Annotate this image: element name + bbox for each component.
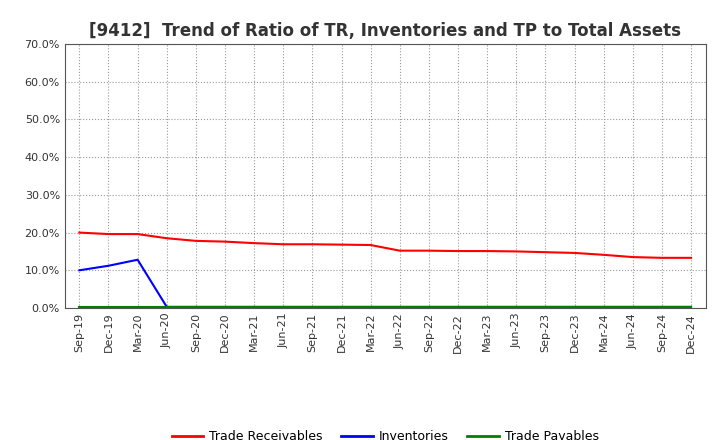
Trade Payables [308,304,317,310]
Trade Payables [541,304,550,310]
Trade Payables [220,304,229,310]
Trade Receivables [512,249,521,254]
Trade Payables [395,304,404,310]
Inventories [337,304,346,309]
Title: [9412]  Trend of Ratio of TR, Inventories and TP to Total Assets: [9412] Trend of Ratio of TR, Inventories… [89,22,681,40]
Trade Payables [629,304,637,310]
Trade Receivables [687,255,696,260]
Inventories [629,304,637,309]
Inventories [133,257,142,262]
Trade Payables [337,304,346,310]
Inventories [395,304,404,309]
Trade Receivables [192,238,200,243]
Trade Payables [570,304,579,310]
Line: Inventories: Inventories [79,260,691,307]
Trade Receivables [366,242,375,248]
Inventories [483,304,492,309]
Inventories [541,304,550,309]
Trade Receivables [308,242,317,247]
Trade Payables [192,304,200,310]
Trade Payables [483,304,492,310]
Trade Receivables [395,248,404,253]
Inventories [570,304,579,309]
Inventories [366,304,375,309]
Inventories [454,304,462,309]
Trade Receivables [163,235,171,241]
Inventories [599,304,608,309]
Trade Payables [599,304,608,310]
Line: Trade Receivables: Trade Receivables [79,233,691,258]
Trade Receivables [599,252,608,257]
Inventories [425,304,433,309]
Trade Receivables [454,249,462,254]
Trade Payables [425,304,433,310]
Trade Receivables [250,241,258,246]
Trade Payables [104,304,113,310]
Inventories [308,304,317,309]
Inventories [163,304,171,309]
Inventories [104,263,113,268]
Inventories [687,304,696,309]
Inventories [512,304,521,309]
Trade Receivables [279,242,287,247]
Trade Payables [133,304,142,310]
Trade Receivables [541,249,550,255]
Inventories [192,304,200,309]
Trade Receivables [220,239,229,244]
Trade Payables [250,304,258,310]
Trade Receivables [629,254,637,260]
Trade Payables [657,304,666,310]
Trade Payables [366,304,375,310]
Inventories [250,304,258,309]
Trade Receivables [133,231,142,237]
Trade Payables [512,304,521,310]
Trade Receivables [337,242,346,247]
Trade Payables [163,304,171,310]
Trade Payables [279,304,287,310]
Trade Receivables [570,250,579,256]
Trade Payables [687,304,696,310]
Trade Receivables [75,230,84,235]
Legend: Trade Receivables, Inventories, Trade Payables: Trade Receivables, Inventories, Trade Pa… [166,425,604,440]
Inventories [657,304,666,309]
Trade Receivables [483,249,492,254]
Trade Receivables [657,255,666,260]
Trade Receivables [425,248,433,253]
Trade Receivables [104,231,113,237]
Trade Payables [454,304,462,310]
Inventories [75,268,84,273]
Inventories [279,304,287,309]
Inventories [220,304,229,309]
Trade Payables [75,304,84,310]
